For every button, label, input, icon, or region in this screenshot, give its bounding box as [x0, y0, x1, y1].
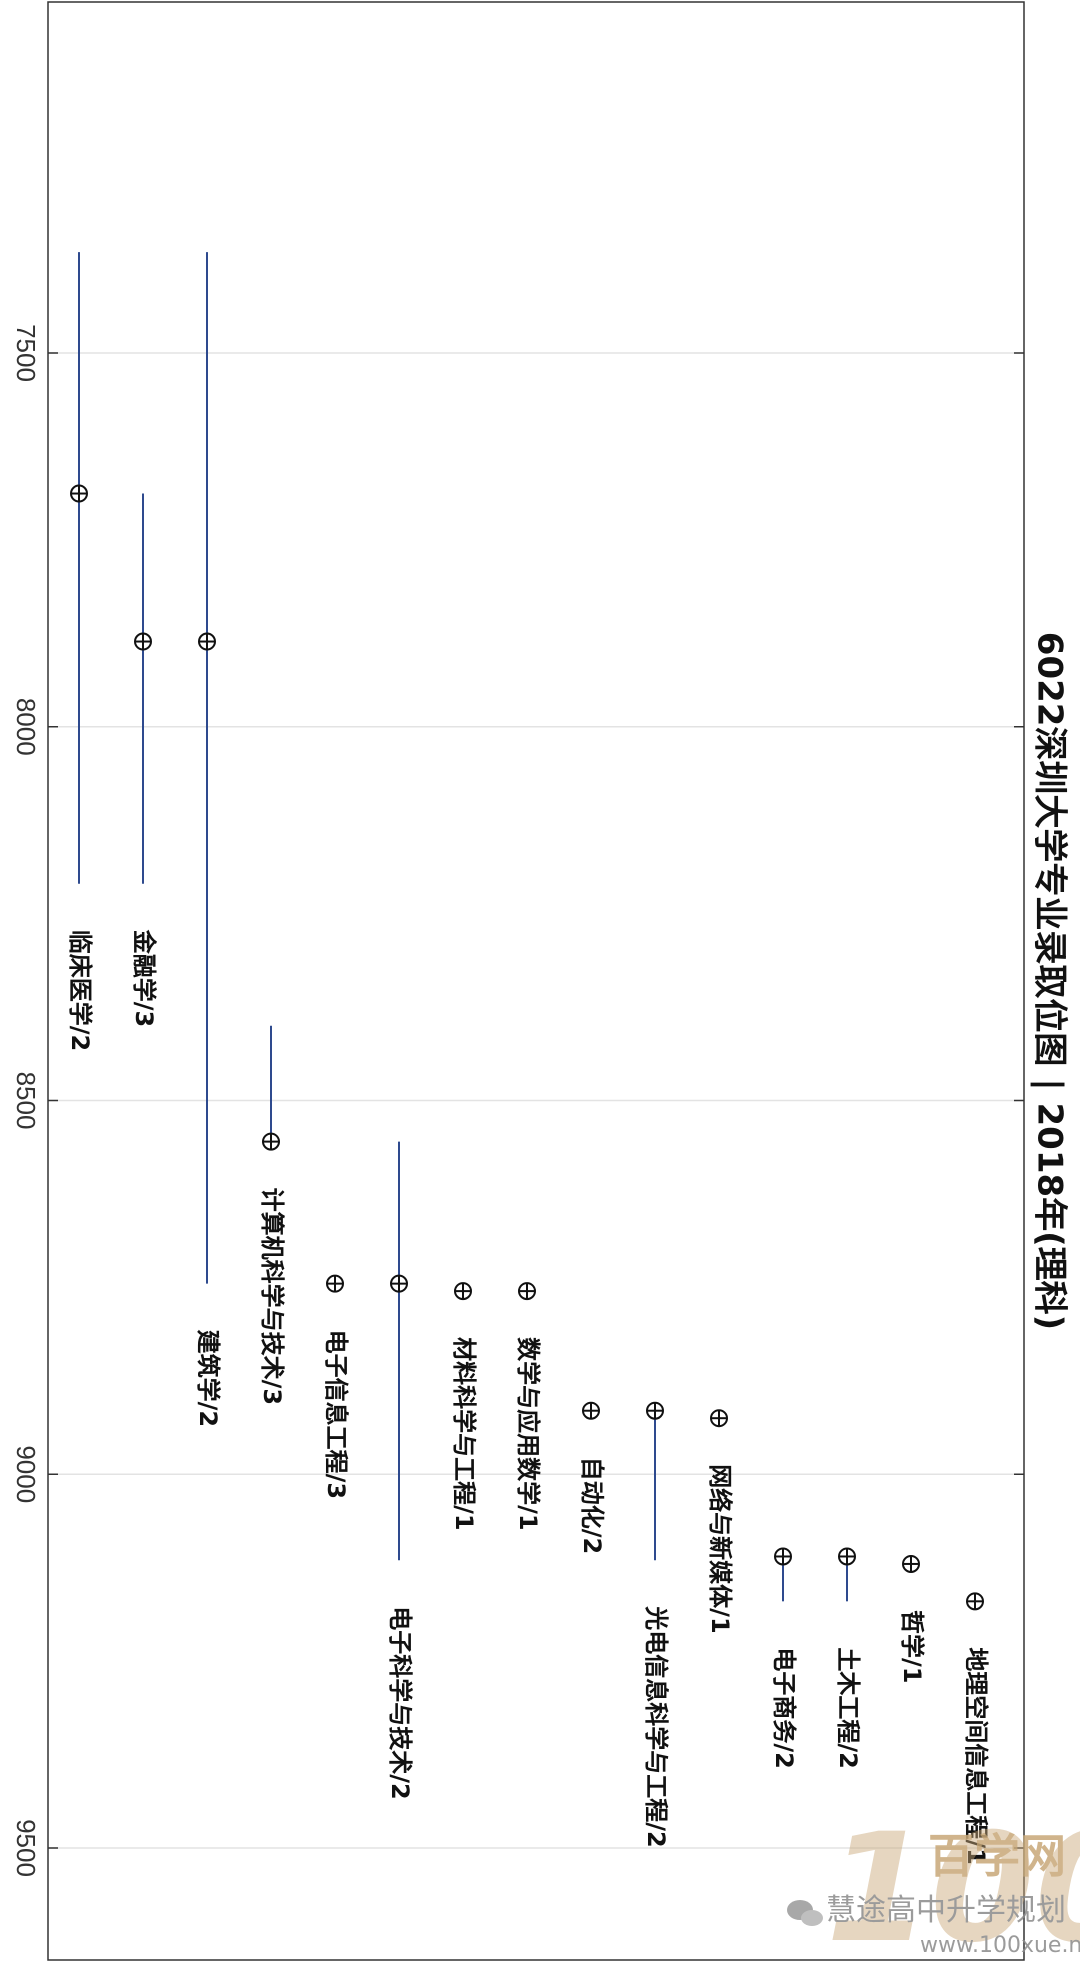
category-label: 自动化/2: [578, 1457, 606, 1554]
data-point: [646, 1401, 664, 1420]
y-tick-label: 8500: [11, 1072, 41, 1130]
category-label: 数学与应用数学/1: [514, 1337, 542, 1530]
category-label: 建筑学/2: [194, 1330, 222, 1427]
category-label: 金融学/3: [130, 929, 158, 1027]
category-label: 土木工程/2: [834, 1647, 862, 1768]
category-label: 电子信息工程/3: [322, 1330, 350, 1499]
category-label: 电子商务/2: [770, 1647, 798, 1768]
data-point: [710, 1409, 728, 1428]
category-label: 计算机科学与技术/3: [258, 1188, 286, 1405]
plot-frame: [47, 1, 1025, 1961]
data-point: [518, 1282, 536, 1301]
y-tick-label: 8000: [11, 698, 41, 756]
y-tick-label: 9500: [11, 1819, 41, 1877]
label-layer: 临床医学/2 金融学/3 建筑学/2 计算机科学与技术/3 电子信息工程/3 电子科学与技…: [66, 929, 990, 1865]
data-point: [582, 1401, 600, 1420]
wechat-icon: [787, 1900, 823, 1926]
data-point: [262, 1132, 280, 1151]
category-label: 电子科学与技术/2: [386, 1606, 414, 1799]
watermark-brand: 百学网: [928, 1829, 1066, 1883]
y-tick-label: 7500: [11, 324, 41, 382]
category-label: 材料科学与工程/1: [450, 1337, 478, 1530]
category-label: 临床医学/2: [66, 930, 94, 1051]
data-point: [326, 1274, 344, 1293]
data-point: [774, 1547, 792, 1566]
series-layer: [70, 252, 984, 1611]
watermark-logo: 100: [826, 1802, 1080, 1962]
data-point: [198, 632, 216, 651]
data-point: [390, 1274, 408, 1293]
data-point: [966, 1592, 984, 1611]
data-point: [902, 1554, 920, 1573]
data-point: [454, 1282, 472, 1301]
data-point: [838, 1547, 856, 1566]
category-label: 网络与新媒体/1: [706, 1464, 734, 1633]
tick-layer: 7500 8000 8500 9000 9500: [11, 324, 1024, 1877]
category-label: 哲学/1: [898, 1610, 926, 1683]
data-point: [70, 484, 88, 503]
watermark: 100 百学网 慧途高中升学规划 www.100xue.net: [787, 1802, 1080, 1962]
y-tick-label: 9000: [11, 1445, 41, 1503]
watermark-url: www.100xue.net: [920, 1933, 1080, 1958]
data-point: [134, 632, 152, 651]
grid-layer: [48, 352, 1024, 1849]
category-label: 光电信息科学与工程/2: [642, 1605, 670, 1847]
category-label: 地理空间信息工程/1: [962, 1647, 990, 1864]
chart-title: 6022深圳大学专业录取位图 | 2018年(理科): [1030, 632, 1070, 1330]
watermark-account: 慧途高中升学规划: [826, 1893, 1066, 1928]
